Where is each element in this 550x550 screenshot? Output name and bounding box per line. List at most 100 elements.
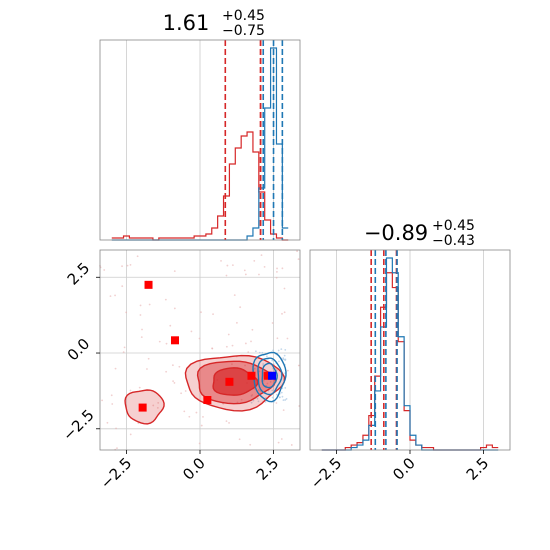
sample-point [129, 433, 132, 436]
sample-point [243, 269, 246, 272]
sample-point [283, 287, 286, 290]
sample-point [297, 258, 300, 261]
hist-1-title: 1.61 [163, 11, 210, 35]
red-contour-main [212, 367, 259, 396]
sample-point [262, 379, 265, 382]
sample-point [283, 311, 286, 314]
sample-point [211, 347, 214, 350]
sample-point [157, 401, 160, 404]
red-marker [263, 371, 272, 380]
sample-point [281, 395, 284, 398]
sample-point [281, 312, 283, 315]
sample-point [227, 333, 230, 336]
sample-point [297, 364, 300, 367]
sample-point [165, 342, 168, 345]
sample-point [148, 303, 151, 306]
sample-point [101, 399, 103, 402]
sample-point [260, 254, 263, 257]
sample-point [284, 399, 287, 401]
sample-point [251, 328, 254, 331]
sample-point [275, 402, 278, 404]
sample-point [238, 438, 241, 441]
sample-point [271, 359, 274, 362]
y-tick-label: 2.5 [64, 259, 94, 289]
hist-1-frame [99, 39, 301, 241]
red-marker [247, 371, 256, 380]
sample-point [266, 382, 269, 385]
sample-point [269, 381, 272, 383]
sample-point [264, 400, 267, 403]
sample-point [263, 266, 266, 268]
sample-point [271, 396, 274, 399]
hist-1-title-upper: +0.45 [222, 8, 265, 24]
sample-point [200, 424, 203, 427]
sample-point [226, 264, 229, 267]
sample-point [249, 443, 252, 446]
sample-point [265, 355, 268, 358]
blue-marker [268, 371, 277, 380]
sample-point [152, 404, 155, 407]
sample-point [282, 409, 285, 411]
x-tick-label: −2.5 [307, 454, 345, 492]
x-tick-label: 0.0 [179, 454, 209, 484]
sample-point [126, 264, 129, 267]
red-marker [138, 403, 147, 412]
sample-point [116, 447, 118, 450]
sample-point [233, 294, 236, 297]
sample-point [252, 399, 255, 402]
sample-point [114, 294, 116, 297]
sample-point [188, 415, 191, 418]
sample-point [275, 393, 278, 396]
sample-point [257, 389, 260, 391]
sample-point [231, 264, 234, 267]
sample-point [250, 401, 253, 404]
sample-point [225, 420, 228, 423]
sample-point [284, 359, 287, 362]
sample-point [172, 380, 174, 383]
scatter-y-ticks: −2.5 0.0 2.5 [59, 259, 100, 444]
x-tick-label: 2.5 [463, 454, 493, 484]
sample-point [173, 382, 176, 384]
sample-point [106, 421, 109, 424]
sample-point [282, 399, 285, 402]
sample-point [250, 340, 252, 343]
sample-point [253, 367, 256, 370]
sample-point [271, 389, 274, 392]
sample-point [280, 438, 283, 440]
sample-point [110, 394, 113, 397]
sample-point [280, 391, 283, 394]
sample-point [236, 401, 239, 404]
sample-point [250, 394, 253, 397]
sample-point [146, 368, 148, 370]
sample-point [257, 400, 260, 403]
x-tick-label: 2.5 [253, 454, 283, 484]
sample-point [284, 348, 287, 351]
sample-point [244, 273, 247, 276]
sample-point [173, 270, 176, 273]
sample-point [220, 259, 222, 262]
sample-point [240, 398, 243, 401]
x-tick-label: 0.0 [389, 454, 419, 484]
sample-point [283, 354, 286, 357]
sample-point [129, 389, 132, 392]
sample-point [276, 337, 279, 340]
sample-point [212, 313, 214, 316]
sample-point [290, 444, 293, 446]
panel-hist-1: 1.61 +0.45 −0.75 [99, 8, 301, 241]
red-marker [144, 280, 153, 289]
sample-point [244, 364, 246, 367]
sample-point [111, 403, 114, 405]
sample-point [195, 411, 198, 414]
sample-point [139, 304, 142, 307]
sample-point [158, 340, 161, 343]
sample-point [236, 321, 238, 324]
sample-point [287, 369, 289, 372]
hist-step-red [111, 131, 289, 241]
sample-point [225, 274, 228, 277]
sample-point [296, 250, 298, 253]
sample-point [258, 273, 260, 276]
panel-scatter: −2.5 0.0 2.5 −2.5 0.0 2.5 [59, 249, 301, 493]
sample-point [253, 259, 256, 262]
hist-1-grid [126, 40, 274, 240]
